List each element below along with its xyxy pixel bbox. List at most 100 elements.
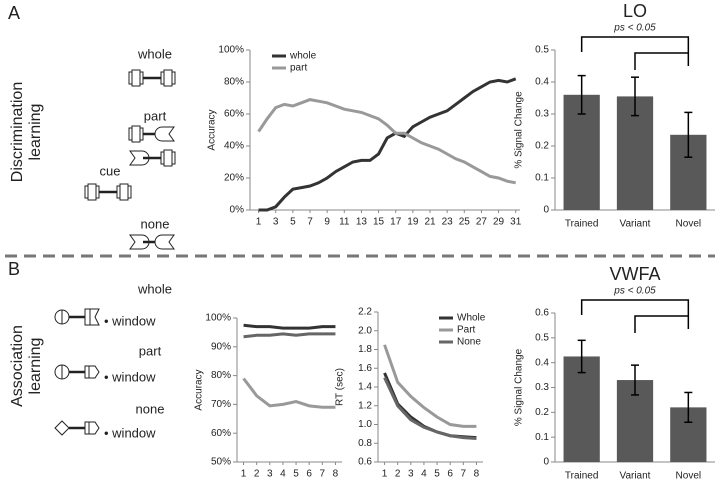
x-tick-label: 8 <box>474 469 480 480</box>
legend-label: None <box>457 337 481 348</box>
stimulus-icon <box>54 308 100 326</box>
x-tick-label: 1 <box>241 469 247 480</box>
x-tick-label: 25 <box>459 217 471 228</box>
x-tick-label: 13 <box>356 217 368 228</box>
series-line <box>383 376 477 441</box>
y-axis-label: Accuracy <box>194 369 205 410</box>
x-tick-label: Variant <box>620 471 651 482</box>
significance-bracket <box>580 36 690 70</box>
x-tick-label: 4 <box>421 469 427 480</box>
x-tick-label: 4 <box>280 469 286 480</box>
bar <box>563 356 600 462</box>
annotation: ps < 0.05 <box>613 23 656 34</box>
y-tick-label: 100% <box>218 45 244 56</box>
error-bar <box>577 74 586 115</box>
stimulus-label: none <box>141 216 170 231</box>
y-tick-label: 1.8 <box>358 344 372 355</box>
y-tick-label: 40% <box>224 141 244 152</box>
y-tick-label: 90% <box>211 341 231 352</box>
stimulus-word: • window <box>104 369 156 384</box>
series-line <box>257 98 516 185</box>
stimulus-label: cue <box>100 163 121 178</box>
y-tick-label: 2.0 <box>358 325 372 336</box>
series-line <box>243 323 336 330</box>
y-tick-label: 0.4 <box>535 357 549 368</box>
series-line <box>242 377 336 409</box>
x-tick-label: 7 <box>320 469 326 480</box>
x-tick-label: Trained <box>565 219 599 230</box>
series-line <box>258 77 517 212</box>
y-tick-label: 0.1 <box>535 173 549 184</box>
y-tick-label: 0.5 <box>535 332 549 343</box>
stimulus-icon <box>128 125 176 167</box>
y-tick-label: 0.5 <box>535 45 549 56</box>
x-tick-label: 3 <box>408 469 414 480</box>
side-label: Discrimination learning <box>9 82 44 182</box>
stimulus-icon <box>128 69 176 87</box>
stimulus-icon <box>84 183 132 201</box>
stimulus-label: part <box>139 343 162 358</box>
error-bar <box>631 364 639 396</box>
x-tick-label: 5 <box>434 469 440 480</box>
legend-label: part <box>290 63 307 74</box>
side-label: Association learning <box>9 325 44 407</box>
y-tick-label: 0.2 <box>535 407 549 418</box>
x-tick-label: 5 <box>290 217 296 228</box>
x-tick-label: 8 <box>333 469 339 480</box>
panel-letter: A <box>8 3 20 23</box>
series-line <box>243 332 336 339</box>
y-tick-label: 0.6 <box>535 308 549 319</box>
error-bar <box>631 76 639 117</box>
x-tick-label: 19 <box>407 217 419 228</box>
error-bar <box>577 339 586 374</box>
x-tick-label: 31 <box>510 217 522 228</box>
y-tick-label: 80% <box>224 77 244 88</box>
stimulus-label: part <box>144 108 167 123</box>
side-label-line: learning <box>27 338 44 395</box>
y-tick-label: 60% <box>211 428 231 439</box>
y-tick-label: 0% <box>230 205 245 216</box>
x-tick-label: 1 <box>256 217 262 228</box>
y-tick-label: 0.3 <box>535 382 549 393</box>
x-tick-label: 9 <box>324 217 330 228</box>
stimulus-label: none <box>136 401 165 416</box>
stimulus-word: • window <box>104 425 156 440</box>
error-bar <box>684 111 693 158</box>
y-tick-label: 70% <box>211 399 231 410</box>
chart-title: VWFA <box>609 264 660 284</box>
y-tick-label: 1.0 <box>358 419 372 430</box>
x-tick-label: 23 <box>442 217 454 228</box>
series-line <box>383 344 477 428</box>
y-tick-label: 0.1 <box>535 432 549 443</box>
error-bar <box>684 391 693 424</box>
x-tick-label: Novel <box>676 471 702 482</box>
y-tick-label: 0.2 <box>535 141 549 152</box>
stimulus-label: whole <box>137 46 172 61</box>
y-tick-label: 1.6 <box>358 363 372 374</box>
x-tick-label: 29 <box>493 217 505 228</box>
y-tick-label: 0.3 <box>535 109 549 120</box>
panel-letter: B <box>8 259 20 279</box>
x-tick-label: 7 <box>461 469 467 480</box>
y-axis-label: RT (sec) <box>335 368 346 406</box>
stimulus-label: whole <box>137 281 172 296</box>
x-tick-label: 11 <box>339 217 350 228</box>
y-tick-label: 100% <box>205 313 231 324</box>
legend-label: whole <box>289 51 317 62</box>
y-tick-label: 2.2 <box>358 307 372 318</box>
significance-bracket <box>580 299 690 333</box>
y-tick-label: 0 <box>543 457 549 468</box>
y-tick-label: 20% <box>224 173 244 184</box>
x-tick-label: Variant <box>620 219 651 230</box>
y-tick-label: 1.2 <box>358 400 372 411</box>
x-tick-label: 3 <box>273 217 279 228</box>
x-tick-label: 6 <box>306 469 312 480</box>
side-label-line: Discrimination <box>9 82 26 182</box>
y-tick-label: 80% <box>211 370 231 381</box>
y-tick-label: 0.4 <box>535 77 549 88</box>
y-tick-label: 0.8 <box>358 438 372 449</box>
x-tick-label: 3 <box>267 469 273 480</box>
x-tick-label: 1 <box>382 469 388 480</box>
x-tick-label: 2 <box>254 469 260 480</box>
